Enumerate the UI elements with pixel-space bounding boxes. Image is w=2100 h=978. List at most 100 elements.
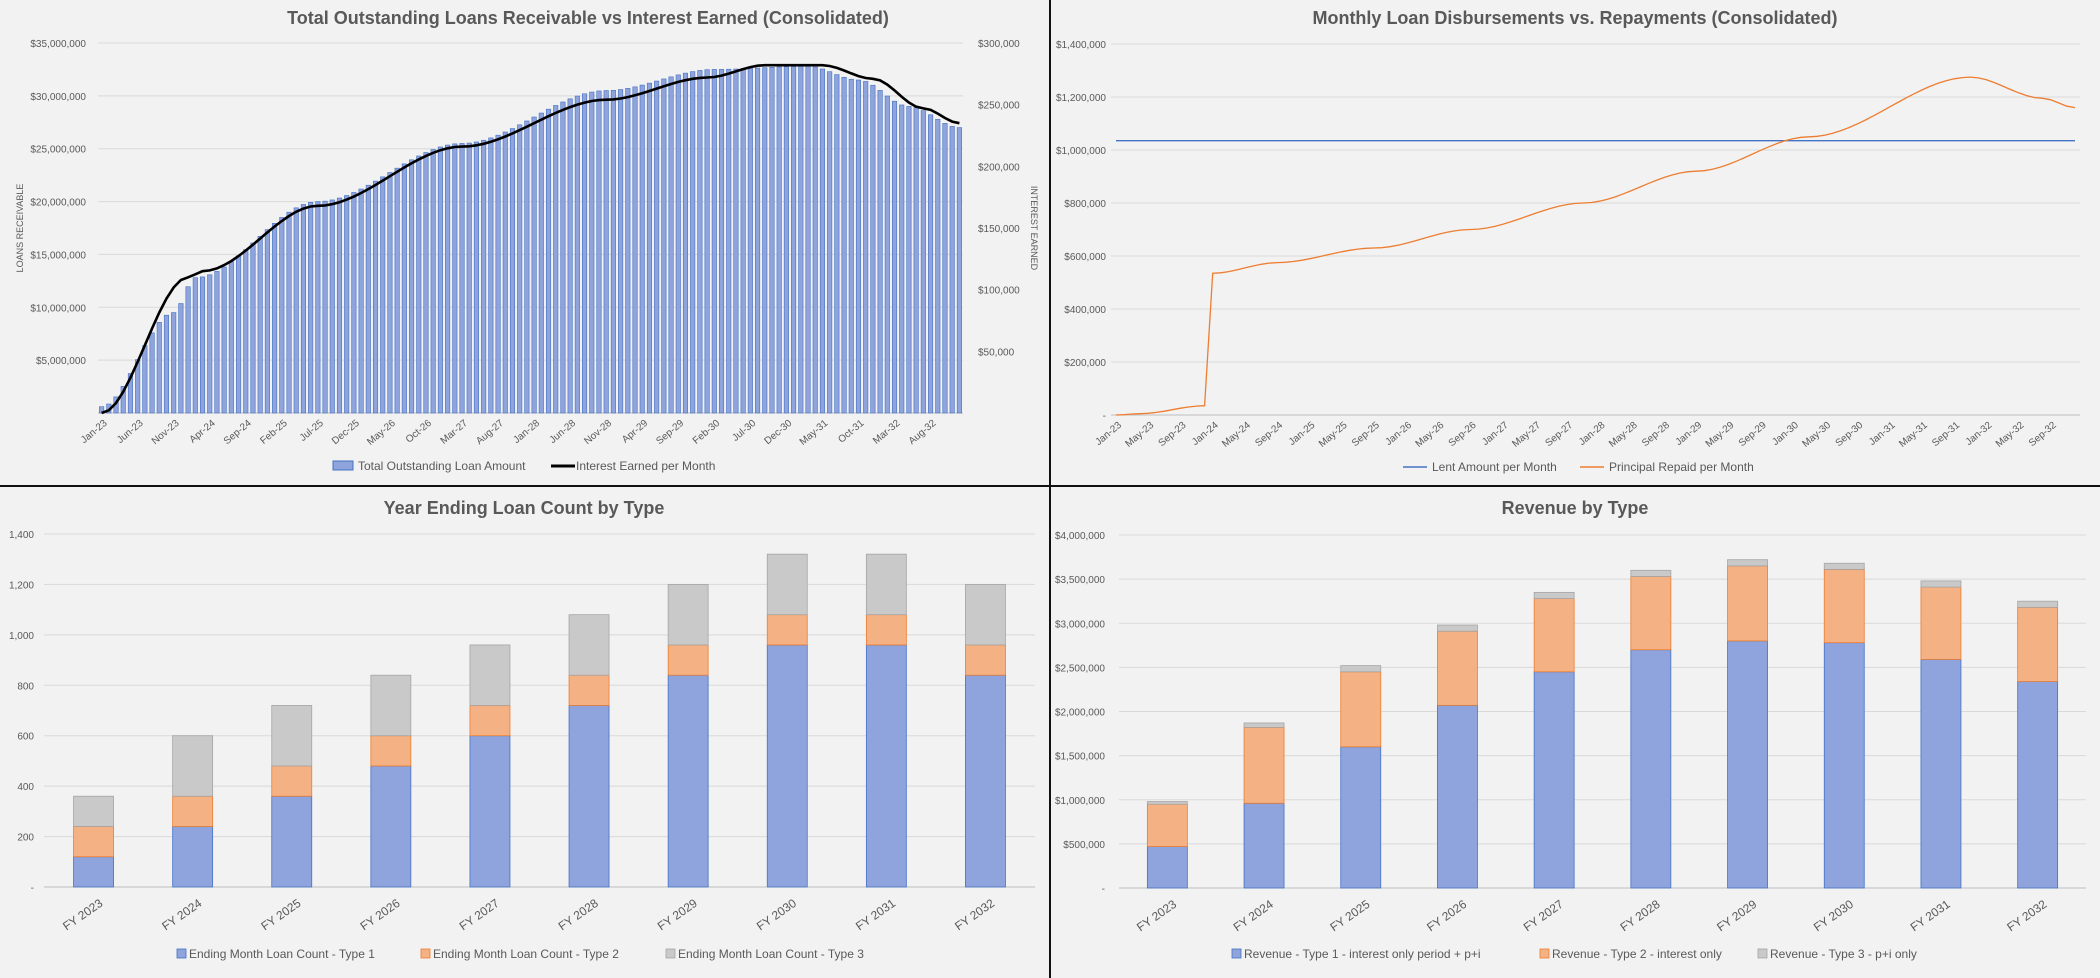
chart-title: Year Ending Loan Count by Type — [384, 498, 665, 518]
y-tick-label: $1,400,000 — [1056, 40, 1106, 51]
legend-label: Principal Repaid per Month — [1609, 460, 1754, 474]
loan-amount-bar — [625, 88, 631, 414]
loan-amount-bar — [762, 67, 768, 414]
x-tick-label: Mar-32 — [871, 418, 903, 447]
type3-bar — [1533, 591, 1575, 599]
x-tick-label: Jan-31 — [1867, 420, 1898, 448]
loan-count-chart: Year Ending Loan Count by Type - 200 400 600… — [9, 498, 1035, 961]
y-axis-title: LOANS RECEIVABLE — [15, 184, 25, 273]
x-tick-label: Jan-25 — [1287, 420, 1318, 448]
type2-bar — [1146, 803, 1188, 847]
type3-bar — [271, 705, 313, 767]
x-tick-label: Sep-29 — [654, 418, 686, 447]
type1-bar — [1630, 649, 1672, 889]
type3-bar — [1920, 580, 1962, 588]
x-tick-label: FY 2031 — [853, 896, 898, 934]
x-tick-label: Jul-30 — [730, 418, 758, 444]
x-tick-label: Sep-25 — [1350, 420, 1382, 449]
loan-amount-bar — [524, 120, 530, 414]
loan-amount-bar — [142, 345, 148, 414]
x-tick-label: FY 2028 — [556, 896, 601, 934]
x-tick-label: Jan-24 — [1190, 420, 1221, 448]
loan-amount-bar — [416, 155, 422, 414]
y2-tick-label: $100,000 — [978, 286, 1020, 297]
loan-amount-bar — [589, 91, 595, 414]
type3-bar — [1437, 624, 1478, 632]
type2-bar — [370, 735, 412, 767]
loan-amount-bar — [171, 312, 177, 414]
y-tick-label: $1,500,000 — [1055, 752, 1105, 763]
y-tick-label: 1,000 — [9, 631, 34, 642]
loan-amount-bar — [949, 126, 955, 414]
loan-amount-bar — [488, 137, 494, 414]
loan-amount-bar — [827, 71, 833, 414]
loan-amount-bar — [812, 66, 818, 414]
loan-amount-bar — [509, 128, 516, 414]
y2-tick-label: $50,000 — [978, 347, 1015, 358]
type1-bar — [1340, 746, 1382, 889]
type3-bar — [1630, 569, 1672, 577]
x-tick-label: Jan-30 — [1770, 420, 1801, 448]
loan-amount-bar — [502, 131, 508, 414]
chart-title: Monthly Loan Disbursements vs. Repayment… — [1312, 8, 1837, 28]
x-tick-label: Jan-28 — [1577, 420, 1608, 448]
loan-amount-bar — [639, 84, 645, 414]
x-tick-label: May-25 — [1317, 420, 1350, 450]
type3-bar — [865, 553, 907, 616]
legend-label: Revenue - Type 2 - interest only — [1552, 947, 1722, 961]
loan-amount-bar — [286, 211, 292, 414]
x-tick-label: FY 2031 — [1908, 897, 1953, 935]
x-tick-label: May-31 — [798, 418, 831, 448]
type2-bar — [1920, 586, 1962, 660]
loan-amount-bar — [783, 66, 789, 414]
loan-amount-bar — [178, 303, 184, 414]
type2-bar — [667, 644, 709, 676]
type2-bar — [271, 765, 313, 797]
x-tick-label: Mar-27 — [439, 418, 471, 447]
loan-amount-bar — [956, 127, 962, 414]
loan-amount-bar — [264, 229, 270, 414]
x-tick-label: FY 2029 — [1714, 897, 1759, 935]
y-tick-label: $1,200,000 — [1056, 93, 1106, 104]
x-tick-label: May-29 — [1704, 420, 1737, 450]
loan-amount-bar — [855, 79, 862, 414]
loan-amount-bar — [553, 105, 559, 414]
loan-amount-bar — [358, 188, 364, 414]
loan-amount-bar — [877, 90, 883, 414]
y-tick-label: $5,000,000 — [36, 356, 86, 367]
type1-bar — [965, 674, 1006, 888]
y-tick-label: $2,000,000 — [1055, 708, 1105, 719]
loan-amount-bar — [863, 81, 869, 414]
horizontal-divider — [0, 485, 2100, 487]
type2-bar — [1340, 671, 1382, 748]
interest-earned-line — [101, 63, 960, 415]
y-tick-label: $1,000,000 — [1056, 146, 1106, 157]
y2-tick-label: $200,000 — [978, 162, 1020, 173]
loan-amount-bar — [711, 69, 717, 414]
loan-amount-bar — [834, 74, 840, 414]
type1-bar — [1243, 802, 1285, 889]
loan-amount-bar — [149, 332, 155, 414]
type3-bar — [2017, 600, 2059, 608]
y-tick-label: - — [1103, 411, 1106, 422]
type3-bar — [1727, 559, 1768, 567]
x-tick-label: FY 2027 — [457, 896, 502, 934]
x-tick-label: Apr-29 — [620, 418, 650, 446]
loan-amount-bar — [365, 184, 371, 414]
loan-amount-bar — [228, 261, 234, 414]
x-tick-label: Sep-31 — [1930, 420, 1962, 449]
principal-repaid-line — [1115, 76, 2076, 416]
loan-amount-bar — [603, 90, 609, 414]
legend-label: Revenue - Type 3 - p+i only — [1770, 947, 1917, 961]
loan-amount-bar — [387, 172, 393, 414]
type2-bar — [865, 614, 907, 646]
y-tick-label: $2,500,000 — [1055, 663, 1105, 674]
legend-label: Revenue - Type 1 - interest only period … — [1244, 947, 1481, 961]
x-tick-label: Apr-24 — [188, 418, 218, 446]
x-tick-label: Sep-28 — [1640, 420, 1672, 449]
y-tick-label: 1,200 — [9, 580, 34, 591]
loans-receivable-chart-panel: Total Outstanding Loans Receivable vs In… — [0, 0, 1049, 485]
loan-amount-bar — [646, 82, 652, 414]
x-tick-label: Jan-26 — [1384, 420, 1415, 448]
